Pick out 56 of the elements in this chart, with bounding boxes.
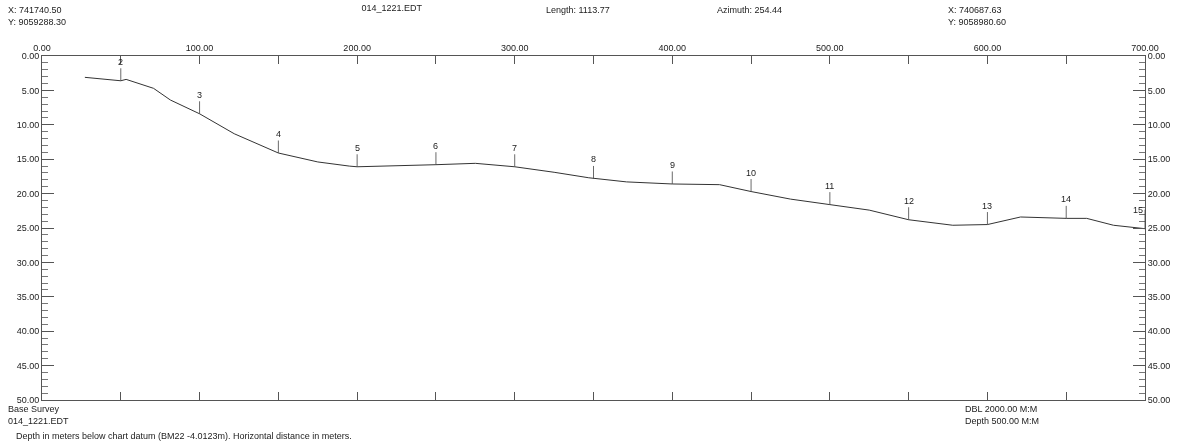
text: X: 741740.50: [8, 5, 62, 15]
annotation: 13: [982, 201, 993, 211]
y-tick-label: 5.00: [21, 85, 40, 96]
y2-tick-label: 45.00: [1147, 360, 1171, 371]
text: Y: 9059288.30: [8, 17, 67, 27]
x-tick-label: 600.00: [973, 43, 1002, 54]
y2-tick-label: 15.00: [1147, 154, 1171, 165]
annotation: 7: [512, 143, 518, 153]
text: 014_1221.EDT: [8, 416, 70, 426]
x-tick-label: 100.00: [185, 43, 214, 54]
annotation: 8: [591, 154, 597, 164]
y-tick-label: 25.00: [16, 223, 40, 234]
text: Depth 500.00 M:M: [965, 416, 1040, 426]
annotation: 12: [904, 196, 915, 206]
x-tick-label: 200.00: [343, 43, 371, 54]
y2-tick-label: 30.00: [1147, 257, 1171, 268]
annotation: 4: [276, 129, 282, 139]
y2-tick-label: 20.00: [1147, 188, 1171, 199]
text: Azimuth: 254.44: [717, 5, 783, 15]
y2-tick-label: 25.00: [1147, 223, 1171, 234]
y-tick-label: 50.00: [16, 395, 40, 406]
annotation: 15: [1133, 205, 1144, 215]
y-tick-label: 20.00: [16, 188, 40, 199]
annotation: 6: [433, 141, 439, 151]
x-tick-label: 300.00: [500, 43, 529, 54]
y-tick-label: 0.00: [21, 51, 40, 62]
annotation: 11: [825, 181, 835, 191]
y-tick-label: 15.00: [16, 154, 40, 165]
x-tick-label: 400.00: [658, 43, 687, 54]
text: Length: 1113.77: [546, 5, 610, 15]
annotation: 9: [670, 160, 676, 170]
x-tick-label: 0.00: [33, 43, 51, 54]
x-tick-label: 500.00: [816, 43, 844, 54]
annotation: 5: [355, 143, 361, 153]
text: X: 740687.63: [948, 5, 1002, 15]
annotation: 2: [118, 57, 124, 67]
y-tick-label: 45.00: [16, 360, 40, 371]
y2-tick-label: 5.00: [1147, 85, 1166, 96]
x-tick-label: 700.00: [1131, 43, 1159, 54]
y2-tick-label: 10.00: [1147, 119, 1171, 130]
y-tick-label: 35.00: [16, 291, 40, 302]
text: Y: 9058980.60: [948, 17, 1007, 27]
text: DBL 2000.00 M:M: [965, 404, 1038, 414]
y-tick-label: 40.00: [16, 326, 40, 337]
y-tick-label: 30.00: [16, 257, 40, 268]
y-tick-label: 10.00: [16, 119, 40, 130]
annotation: 10: [746, 168, 757, 178]
y2-tick-label: 0.00: [1147, 51, 1166, 62]
annotation: 14: [1061, 194, 1072, 204]
y2-tick-label: 40.00: [1147, 326, 1171, 337]
y2-tick-label: 50.00: [1147, 395, 1171, 406]
chart-title: 014_1221.EDT: [361, 2, 423, 13]
text: Depth in meters below chart datum (BM22 -4.0123m). Horizontal distance in meters.: [16, 431, 352, 441]
y2-tick-label: 35.00: [1147, 291, 1171, 302]
annotation: 3: [197, 90, 203, 100]
text: Base Survey: [8, 404, 60, 414]
